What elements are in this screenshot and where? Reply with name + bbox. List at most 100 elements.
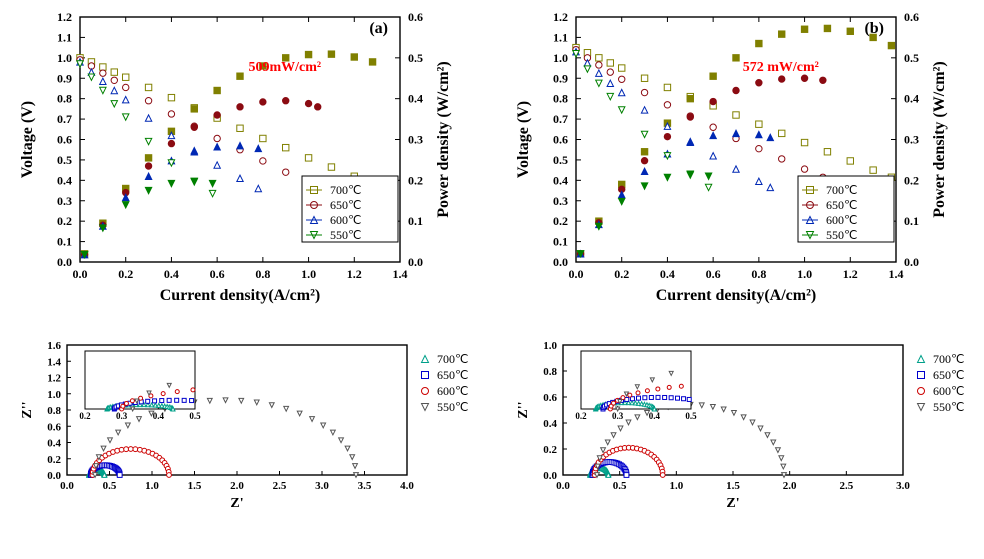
svg-text:Current density(A/cm²): Current density(A/cm²) [160, 287, 320, 304]
svg-text:3.0: 3.0 [896, 480, 910, 492]
svg-text:Z': Z' [230, 496, 243, 511]
svg-text:Z'': Z'' [20, 401, 35, 418]
svg-text:0.0: 0.0 [569, 267, 584, 281]
svg-text:1.4: 1.4 [393, 267, 408, 281]
svg-text:0.2: 0.2 [47, 454, 61, 466]
svg-text:0.3: 0.3 [904, 133, 919, 147]
svg-text:Power density (W/cm²): Power density (W/cm²) [435, 61, 452, 217]
svg-text:(a): (a) [369, 20, 388, 37]
svg-text:1.0: 1.0 [301, 267, 316, 281]
svg-text:0.4: 0.4 [649, 411, 661, 421]
svg-text:1.4: 1.4 [47, 356, 61, 368]
svg-text:1.0: 1.0 [145, 480, 159, 492]
svg-text:0.5: 0.5 [57, 153, 72, 167]
svg-text:0.4: 0.4 [153, 411, 165, 421]
svg-text:2.5: 2.5 [273, 480, 287, 492]
svg-text:0.6: 0.6 [543, 392, 557, 404]
svg-text:Z'': Z'' [516, 401, 531, 418]
svg-text:0.3: 0.3 [612, 411, 624, 421]
svg-text:4.0: 4.0 [400, 480, 414, 492]
svg-text:1.5: 1.5 [188, 480, 202, 492]
eis-panel-d: 0.00.51.01.52.02.53.00.00.20.40.60.81.0Z… [508, 335, 984, 515]
svg-text:550℃: 550℃ [330, 228, 361, 242]
svg-text:1.0: 1.0 [553, 51, 568, 65]
svg-text:700℃: 700℃ [826, 183, 857, 197]
svg-text:0.2: 0.2 [614, 267, 629, 281]
svg-text:(b): (b) [864, 20, 884, 37]
svg-text:0.3: 0.3 [408, 133, 423, 147]
svg-text:1.6: 1.6 [47, 340, 61, 352]
svg-text:550℃: 550℃ [826, 228, 857, 242]
svg-text:1.0: 1.0 [57, 51, 72, 65]
svg-text:0.4: 0.4 [660, 267, 675, 281]
svg-text:550℃: 550℃ [437, 400, 468, 414]
svg-text:0.0: 0.0 [904, 255, 919, 269]
svg-text:0.4: 0.4 [47, 438, 61, 450]
svg-text:0.0: 0.0 [408, 255, 423, 269]
svg-text:0.2: 0.2 [57, 214, 72, 228]
svg-text:0.4: 0.4 [543, 418, 557, 430]
svg-text:0.0: 0.0 [543, 470, 557, 482]
svg-text:Voltage (V): Voltage (V) [19, 101, 36, 178]
svg-text:600℃: 600℃ [933, 384, 964, 398]
svg-text:0.2: 0.2 [575, 411, 587, 421]
svg-text:650℃: 650℃ [437, 368, 468, 382]
svg-text:0.6: 0.6 [210, 267, 225, 281]
svg-text:0.5: 0.5 [553, 153, 568, 167]
svg-text:0.9: 0.9 [57, 71, 72, 85]
svg-text:0.8: 0.8 [553, 92, 568, 106]
svg-text:1.2: 1.2 [347, 267, 362, 281]
svg-text:0.2: 0.2 [543, 444, 557, 456]
svg-text:0.0: 0.0 [60, 480, 74, 492]
svg-text:Z': Z' [726, 496, 739, 511]
svg-text:0.5: 0.5 [904, 51, 919, 65]
svg-text:0.0: 0.0 [47, 470, 61, 482]
svg-text:0.2: 0.2 [118, 267, 133, 281]
svg-text:0.0: 0.0 [57, 255, 72, 269]
svg-text:1.2: 1.2 [57, 10, 72, 24]
iv-panel-a: 0.00.20.40.60.81.01.21.40.00.10.20.30.40… [10, 5, 460, 307]
svg-text:1.1: 1.1 [57, 30, 72, 44]
svg-text:650℃: 650℃ [330, 198, 361, 212]
svg-text:1.4: 1.4 [889, 267, 904, 281]
svg-text:572 mW/cm²: 572 mW/cm² [743, 60, 819, 75]
svg-text:0.8: 0.8 [255, 267, 270, 281]
svg-text:0.5: 0.5 [613, 480, 627, 492]
svg-text:0.0: 0.0 [73, 267, 88, 281]
svg-text:0.6: 0.6 [553, 133, 568, 147]
svg-text:2.5: 2.5 [839, 480, 853, 492]
svg-text:Voltage (V): Voltage (V) [515, 101, 532, 178]
svg-text:600℃: 600℃ [330, 213, 361, 227]
svg-text:0.8: 0.8 [751, 267, 766, 281]
svg-text:0.6: 0.6 [408, 10, 423, 24]
svg-text:0.8: 0.8 [543, 366, 557, 378]
svg-text:0.9: 0.9 [553, 71, 568, 85]
svg-text:0.1: 0.1 [57, 235, 72, 249]
svg-text:0.0: 0.0 [556, 480, 570, 492]
svg-text:650℃: 650℃ [826, 198, 857, 212]
svg-text:0.2: 0.2 [553, 214, 568, 228]
svg-text:700℃: 700℃ [330, 183, 361, 197]
svg-text:0.2: 0.2 [408, 173, 423, 187]
svg-text:3.5: 3.5 [358, 480, 372, 492]
svg-text:0.5: 0.5 [103, 480, 117, 492]
svg-text:0.3: 0.3 [553, 194, 568, 208]
svg-text:1.2: 1.2 [843, 267, 858, 281]
svg-text:0.1: 0.1 [553, 235, 568, 249]
svg-text:1.5: 1.5 [726, 480, 740, 492]
svg-text:0.4: 0.4 [164, 267, 179, 281]
svg-text:1.2: 1.2 [47, 373, 61, 385]
svg-text:3.0: 3.0 [315, 480, 329, 492]
svg-text:1.0: 1.0 [669, 480, 683, 492]
svg-text:550℃: 550℃ [933, 400, 964, 414]
svg-text:509mW/cm²: 509mW/cm² [248, 60, 321, 75]
svg-text:0.3: 0.3 [57, 194, 72, 208]
svg-text:1.0: 1.0 [797, 267, 812, 281]
svg-text:0.2: 0.2 [904, 173, 919, 187]
svg-text:Current density(A/cm²): Current density(A/cm²) [656, 287, 816, 304]
svg-text:1.1: 1.1 [553, 30, 568, 44]
svg-text:0.2: 0.2 [79, 411, 91, 421]
svg-text:0.4: 0.4 [904, 92, 919, 106]
svg-text:0.7: 0.7 [57, 112, 72, 126]
svg-text:2.0: 2.0 [230, 480, 244, 492]
